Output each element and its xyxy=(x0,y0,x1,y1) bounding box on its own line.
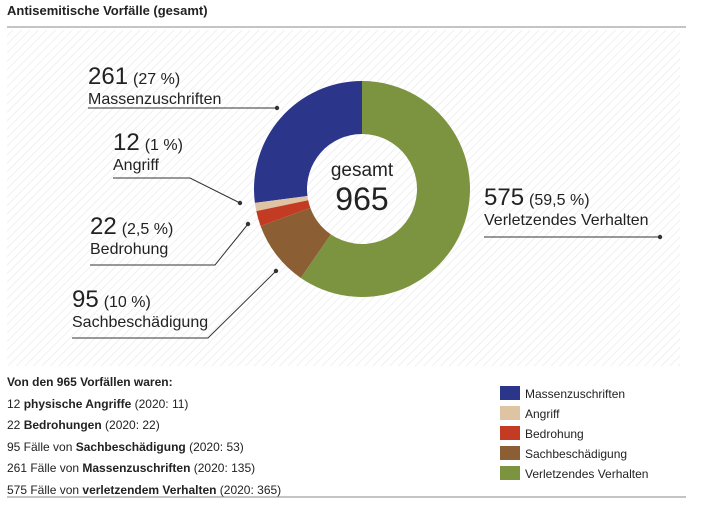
legend-swatch xyxy=(500,446,520,460)
notes: Von den 965 Vorfällen waren: 12 physisch… xyxy=(7,372,281,501)
slice xyxy=(300,81,470,297)
note-bold: Sachbeschädigung xyxy=(75,439,186,454)
value-share: (59,5 %) xyxy=(529,192,589,209)
note-bold: verletzendem Verhalten xyxy=(82,482,217,497)
center-label: gesamt xyxy=(331,160,394,181)
note-post: (2020: 22) xyxy=(101,418,160,432)
chart-title: Antisemitische Vorfälle (gesamt) xyxy=(7,3,208,18)
value-share: (2,5 %) xyxy=(122,221,174,238)
notes-heading: Von den 965 Vorfällen waren: xyxy=(7,375,173,389)
value-share: (10 %) xyxy=(104,294,151,311)
note-post: (2020: 135) xyxy=(190,461,256,475)
note-bold: Bedrohungen xyxy=(23,418,102,432)
legend-label: Massenzuschriften xyxy=(525,387,625,401)
category-label: Massenzuschriften xyxy=(88,91,221,108)
note-pre: 22 xyxy=(7,418,24,432)
value-share: (1 %) xyxy=(145,137,183,154)
leader-dot xyxy=(273,268,279,274)
note-bold: physische Angriffe xyxy=(23,396,132,411)
note-post: (2020: 11) xyxy=(131,396,189,411)
value-number: 575 xyxy=(484,184,524,211)
leader-dot xyxy=(274,105,280,111)
leader-dot xyxy=(245,221,251,227)
value-label: 95 (10 %) xyxy=(72,286,151,313)
note-pre: 575 Fälle von xyxy=(7,482,83,497)
note-line: 12 physische Angriffe (2020: 11) xyxy=(7,394,281,416)
note-line: 261 Fälle von Massenzuschriften (2020: 1… xyxy=(7,458,281,480)
legend-label: Angriff xyxy=(525,407,560,421)
note-pre: 95 Fälle von xyxy=(7,439,76,454)
note-line: 575 Fälle von verletzendem Verhalten (20… xyxy=(7,480,281,502)
legend-swatch xyxy=(500,386,520,400)
legend-label: Sachbeschädigung xyxy=(525,447,627,461)
note-post: (2020: 53) xyxy=(185,439,244,454)
note-pre: 12 xyxy=(7,396,24,411)
leader-dot xyxy=(237,200,243,206)
value-number: 261 xyxy=(88,63,128,90)
slice xyxy=(256,200,311,227)
leader-dot xyxy=(657,234,663,240)
legend-label: Bedrohung xyxy=(525,427,584,441)
category-label: Bedrohung xyxy=(90,241,168,258)
legend-swatch xyxy=(500,466,520,480)
value-label: 261 (27 %) xyxy=(88,63,180,90)
category-label: Angriff xyxy=(113,157,160,174)
note-line: 22 Bedrohungen (2020: 22) xyxy=(7,415,281,437)
note-pre: 261 Fälle von xyxy=(7,461,83,475)
value-number: 12 xyxy=(113,129,140,156)
value-number: 22 xyxy=(90,213,117,240)
slice xyxy=(260,207,331,278)
center-total: 965 xyxy=(335,181,388,217)
note-post: (2020: 365) xyxy=(216,482,282,497)
value-share: (27 %) xyxy=(133,71,180,88)
legend-label: Verletzendes Verhalten xyxy=(525,467,648,481)
value-number: 95 xyxy=(72,286,99,313)
value-label: 575 (59,5 %) xyxy=(484,184,590,211)
legend-swatch xyxy=(500,426,520,440)
legend-swatch xyxy=(500,406,520,420)
slice xyxy=(254,196,309,212)
note-line: 95 Fälle von Sachbeschädigung (2020: 53) xyxy=(7,437,281,459)
category-label: Verletzendes Verhalten xyxy=(484,212,649,229)
leader-line xyxy=(72,270,277,339)
leader-line xyxy=(113,177,241,204)
category-label: Sachbeschädigung xyxy=(72,314,208,331)
value-label: 22 (2,5 %) xyxy=(90,213,173,240)
value-label: 12 (1 %) xyxy=(113,129,183,156)
leader-line xyxy=(90,223,249,266)
slice xyxy=(253,81,362,203)
note-bold: Massenzuschriften xyxy=(82,461,191,475)
